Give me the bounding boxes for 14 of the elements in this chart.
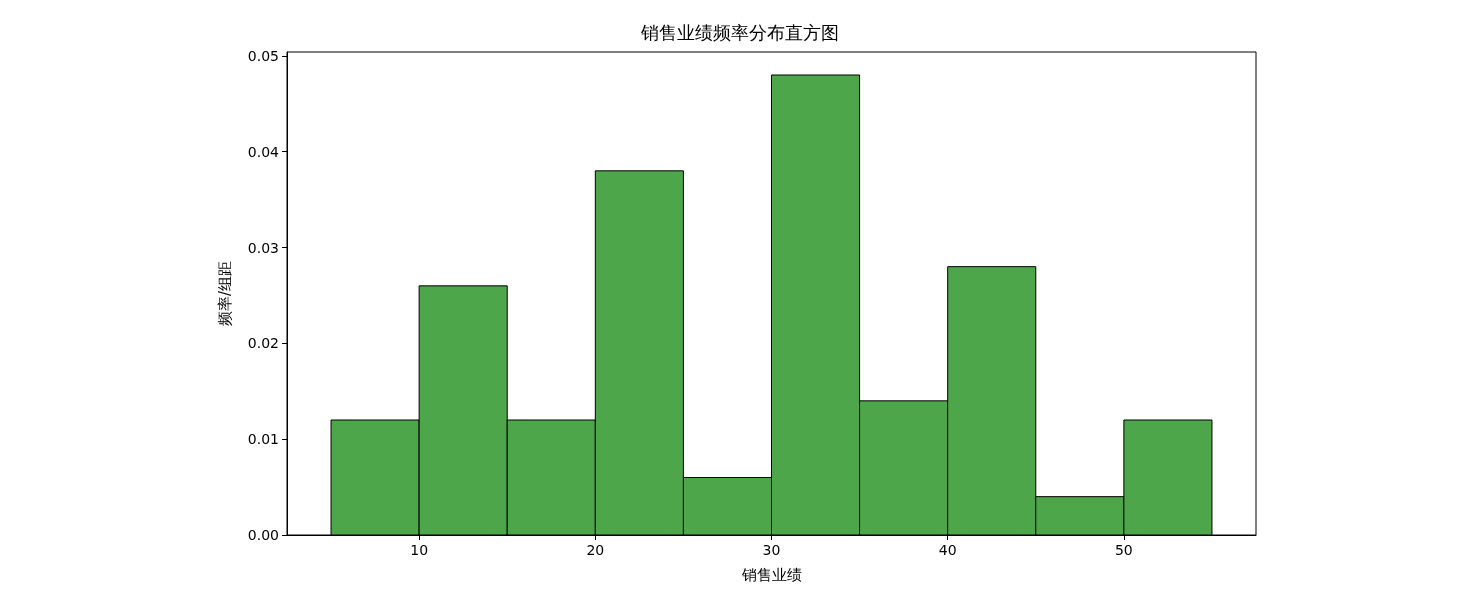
chart-title: 销售业绩频率分布直方图 bbox=[640, 21, 839, 43]
y-tick-label: 0.03 bbox=[247, 239, 279, 256]
x-tick-label: 50 bbox=[1114, 542, 1133, 558]
x-tick-label: 20 bbox=[586, 542, 605, 558]
y-axis-title: 频率/组距 bbox=[215, 260, 234, 327]
y-tick-label: 0.05 bbox=[247, 47, 279, 64]
x-tick-label: 40 bbox=[938, 542, 957, 558]
x-tick-label: 30 bbox=[762, 542, 781, 558]
x-axis-title: 销售业绩 bbox=[740, 565, 802, 584]
y-tick-label: 0.01 bbox=[247, 431, 279, 448]
y-tick-label: 0.04 bbox=[247, 143, 280, 160]
x-tick-label: 10 bbox=[410, 542, 429, 558]
y-tick-label: 0.02 bbox=[247, 335, 279, 352]
y-tick-label: 0.00 bbox=[247, 527, 279, 543]
